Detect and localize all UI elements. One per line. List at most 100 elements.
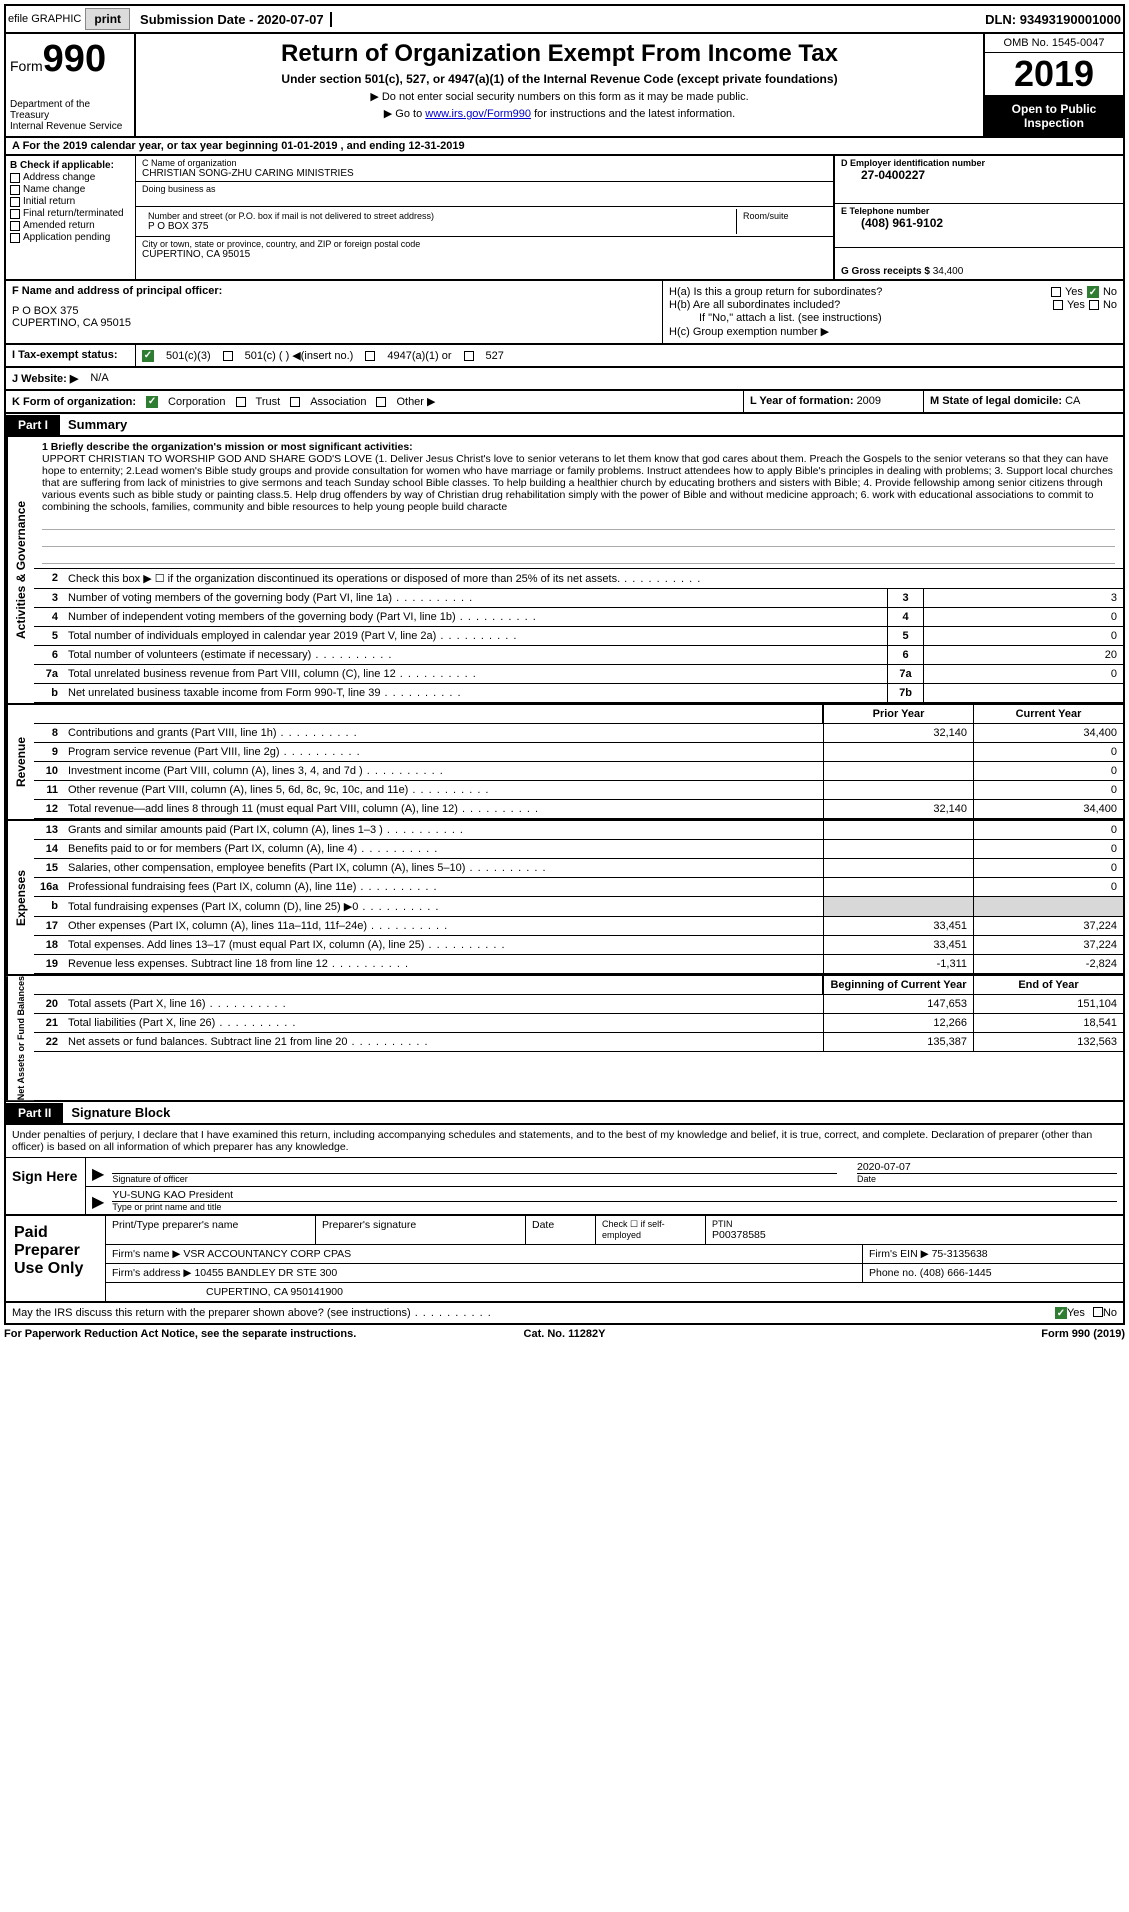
revenue-column-headers: Prior Year Current Year	[34, 705, 1123, 724]
checkbox-icon[interactable]	[464, 351, 474, 361]
part-2-header: Part II Signature Block	[4, 1102, 1125, 1125]
line-description: Benefits paid to or for members (Part IX…	[64, 840, 823, 858]
end-year-value: 18,541	[973, 1014, 1123, 1032]
row-f-h: F Name and address of principal officer:…	[4, 281, 1125, 345]
omb-number: OMB No. 1545-0047	[985, 34, 1123, 53]
revenue-row: 12Total revenue—add lines 8 through 11 (…	[34, 800, 1123, 819]
cb-application-pending[interactable]: Application pending	[10, 232, 131, 243]
vtab-net-assets: Net Assets or Fund Balances	[6, 976, 34, 1100]
ag-content: 1 Briefly describe the organization's mi…	[34, 437, 1123, 703]
print-button[interactable]: print	[85, 8, 130, 30]
prior-year-value: 32,140	[823, 800, 973, 818]
check-icon: ✓	[1055, 1307, 1067, 1319]
end-year-header: End of Year	[973, 976, 1123, 994]
phone-label: E Telephone number	[841, 206, 1117, 216]
line-box-label: 3	[887, 589, 923, 607]
j-value: N/A	[84, 368, 114, 389]
current-year-value: 0	[973, 762, 1123, 780]
arrow-icon: ▶	[92, 1164, 104, 1184]
line-number: 13	[34, 821, 64, 839]
cb-address-change[interactable]: Address change	[10, 172, 131, 183]
line-description: Professional fundraising fees (Part IX, …	[64, 878, 823, 896]
current-year-value: 34,400	[973, 800, 1123, 818]
begin-year-value: 12,266	[823, 1014, 973, 1032]
checkbox-icon[interactable]	[376, 397, 386, 407]
line-description: Total number of individuals employed in …	[64, 627, 887, 645]
line-box-label: 6	[887, 646, 923, 664]
prior-year-value	[823, 840, 973, 858]
firm-ein-cell: Firm's EIN ▶ 75-3135638	[863, 1245, 1123, 1263]
blank-line	[42, 533, 1115, 547]
line-description: Net unrelated business taxable income fr…	[64, 684, 887, 702]
form-header: Form990 Department of the Treasury Inter…	[4, 34, 1125, 138]
yes-label: Yes	[1065, 286, 1083, 298]
blank-line	[42, 516, 1115, 530]
firm-name-row: Firm's name ▶ VSR ACCOUNTANCY CORP CPAS …	[106, 1245, 1123, 1264]
checkbox-icon	[10, 209, 20, 219]
checkbox-icon[interactable]	[290, 397, 300, 407]
line-description: Net assets or fund balances. Subtract li…	[64, 1033, 823, 1051]
line-description: Total unrelated business revenue from Pa…	[64, 665, 887, 683]
checkbox-icon[interactable]	[1051, 287, 1061, 297]
name-title-value: YU-SUNG KAO President	[112, 1189, 1117, 1202]
line-number: 9	[34, 743, 64, 761]
addr-label: Number and street (or P.O. box if mail i…	[148, 211, 730, 221]
current-year-value: 0	[973, 840, 1123, 858]
expense-row: 14Benefits paid to or for members (Part …	[34, 840, 1123, 859]
expense-row: 17Other expenses (Part IX, column (A), l…	[34, 917, 1123, 936]
dln-value: 93493190001000	[1020, 12, 1121, 27]
prior-year-value: 33,451	[823, 917, 973, 935]
firm-name-value: VSR ACCOUNTANCY CORP CPAS	[183, 1248, 351, 1260]
firm-ein-label: Firm's EIN ▶	[869, 1248, 932, 1260]
cb-amended-return[interactable]: Amended return	[10, 220, 131, 231]
line-description: Check this box ▶ ☐ if the organization d…	[64, 569, 1123, 588]
line-box-label: 7a	[887, 665, 923, 683]
opt-527: 527	[486, 350, 504, 362]
firm-name-cell: Firm's name ▶ VSR ACCOUNTANCY CORP CPAS	[106, 1245, 863, 1263]
line-value	[923, 684, 1123, 702]
checkbox-icon[interactable]	[223, 351, 233, 361]
end-year-value: 132,563	[973, 1033, 1123, 1051]
checkbox-icon[interactable]	[1093, 1307, 1103, 1317]
note-link: ▶ Go to www.irs.gov/Form990 for instruct…	[142, 107, 977, 120]
part-1-tag: Part I	[6, 415, 60, 435]
line-value: 0	[923, 665, 1123, 683]
line-value: 20	[923, 646, 1123, 664]
row-a-tax-year: A For the 2019 calendar year, or tax yea…	[4, 138, 1125, 156]
org-name: CHRISTIAN SONG-ZHU CARING MINISTRIES	[142, 168, 827, 179]
checkbox-icon[interactable]	[365, 351, 375, 361]
part-1-header: Part I Summary	[4, 414, 1125, 437]
line-number: 6	[34, 646, 64, 664]
irs-link[interactable]: www.irs.gov/Form990	[425, 108, 531, 120]
revenue-content: Prior Year Current Year 8Contributions a…	[34, 705, 1123, 819]
line-number: 14	[34, 840, 64, 858]
f-line1: P O BOX 375	[12, 305, 656, 317]
line-number: 3	[34, 589, 64, 607]
no-label: No	[1103, 286, 1117, 298]
addr-value: P O BOX 375	[148, 221, 730, 232]
checkbox-icon[interactable]	[1053, 300, 1063, 310]
checkbox-icon[interactable]	[236, 397, 246, 407]
revenue-row: 10Investment income (Part VIII, column (…	[34, 762, 1123, 781]
note-link-pre: ▶ Go to	[384, 108, 425, 120]
current-year-value: 0	[973, 878, 1123, 896]
line-description: Total liabilities (Part X, line 26)	[64, 1014, 823, 1032]
cb-final-return[interactable]: Final return/terminated	[10, 208, 131, 219]
sig-date-label: Date	[857, 1174, 1117, 1184]
firm-addr-row-2: CUPERTINO, CA 950141900	[106, 1283, 1123, 1301]
sig-date-block: 2020-07-07 Date	[857, 1161, 1117, 1184]
expense-row: 19Revenue less expenses. Subtract line 1…	[34, 955, 1123, 974]
org-name-label: C Name of organization	[142, 158, 827, 168]
perjury-statement: Under penalties of perjury, I declare th…	[6, 1125, 1123, 1158]
checkbox-icon[interactable]	[1089, 300, 1099, 310]
h-c-row: H(c) Group exemption number ▶	[669, 325, 1117, 338]
expense-row: 16aProfessional fundraising fees (Part I…	[34, 878, 1123, 897]
sig-date-value: 2020-07-07	[857, 1161, 1117, 1174]
line-description: Revenue less expenses. Subtract line 18 …	[64, 955, 823, 973]
line-description: Total number of volunteers (estimate if …	[64, 646, 887, 664]
cb-name-change[interactable]: Name change	[10, 184, 131, 195]
governance-row: bNet unrelated business taxable income f…	[34, 684, 1123, 703]
cb-initial-return[interactable]: Initial return	[10, 196, 131, 207]
sign-here-row: Sign Here ▶ Signature of officer 2020-07…	[6, 1158, 1123, 1214]
form-label: Form	[10, 58, 43, 74]
